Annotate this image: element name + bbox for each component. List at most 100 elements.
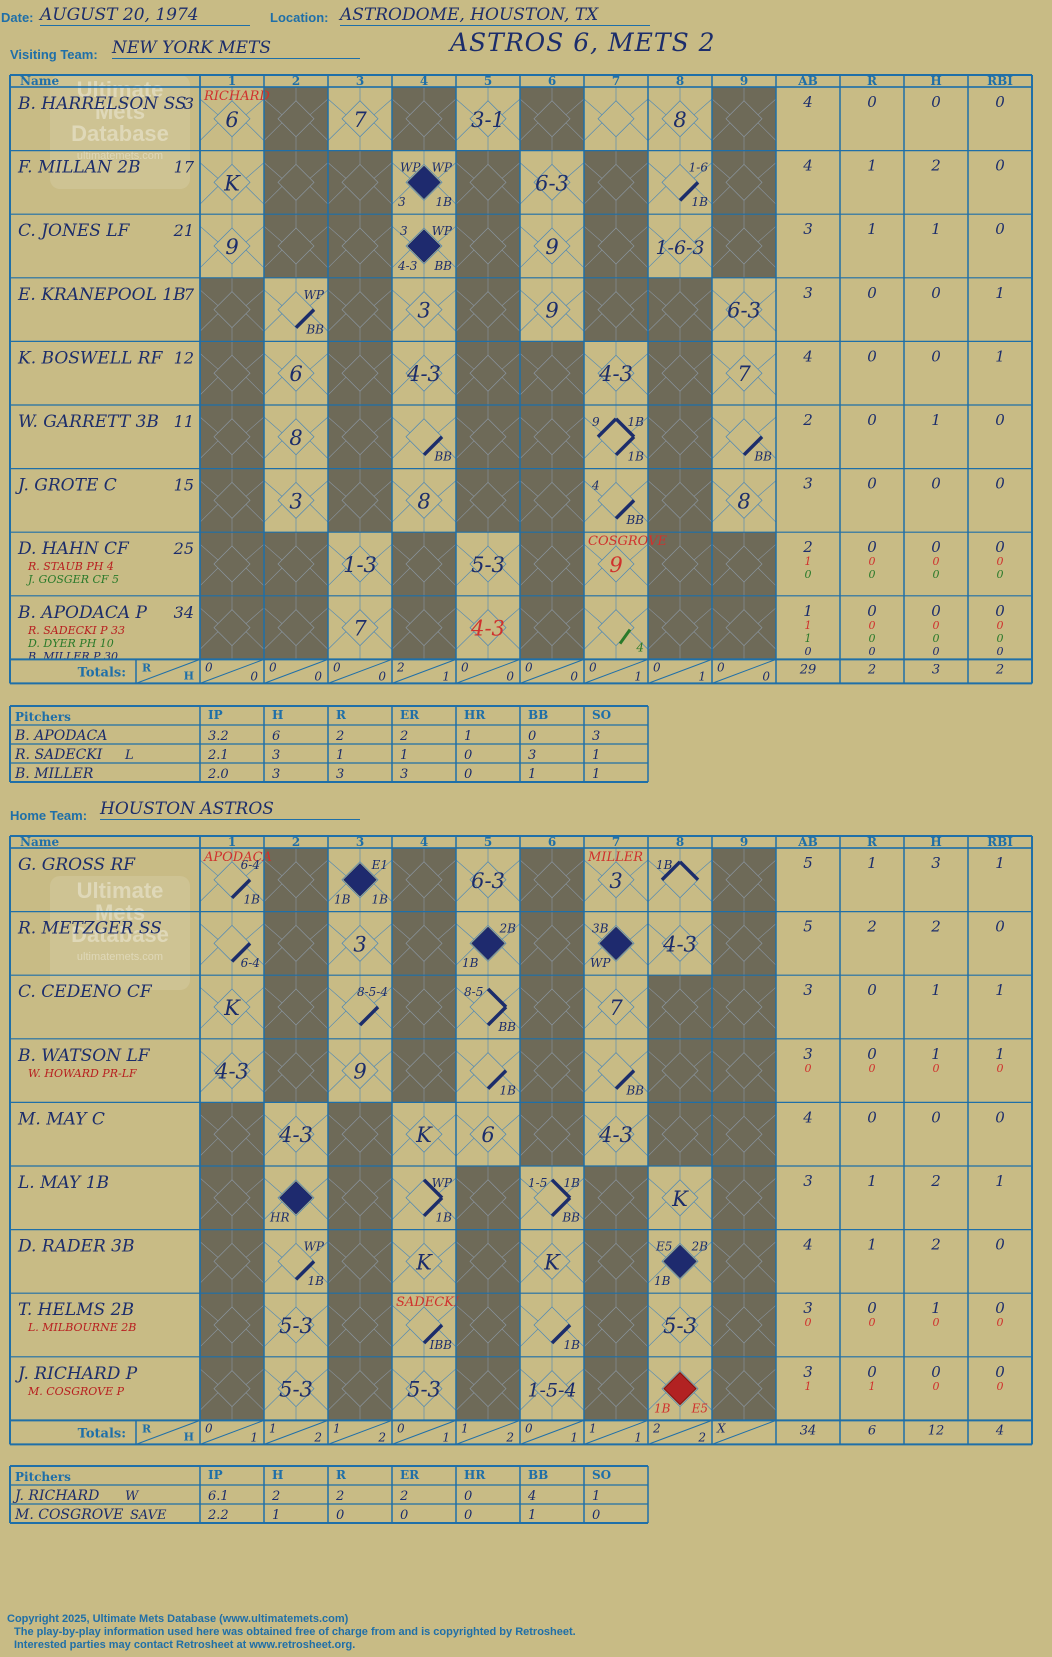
- cell-guide: [565, 607, 585, 624]
- pitching-stat: 1: [528, 1508, 536, 1523]
- play-result: 4-3: [406, 362, 441, 386]
- cell-guide: [373, 1074, 393, 1093]
- cell-guide: [437, 98, 457, 116]
- cell-guide: [711, 249, 731, 269]
- cell-guide: [263, 225, 283, 243]
- cell-guide: [327, 480, 347, 497]
- cell-guide: [501, 543, 521, 561]
- pitching-stat: 3: [272, 767, 280, 782]
- cell-guide: [583, 859, 603, 877]
- cell-guide: [647, 859, 667, 877]
- base-note: 8-5: [464, 985, 483, 999]
- player-stat: 4: [802, 347, 813, 365]
- cell-guide: [199, 122, 219, 141]
- cell-guide: [437, 289, 457, 306]
- inning-hits: 1: [570, 1430, 578, 1444]
- cell-guide: [757, 376, 777, 396]
- player-stat: 0: [869, 1316, 876, 1329]
- cell-guide: [327, 1074, 347, 1093]
- totals-hits-label: H: [184, 669, 194, 682]
- cell-guide: [199, 416, 219, 434]
- inning-runs: 0: [397, 1421, 405, 1435]
- inning-header: 1: [228, 835, 236, 849]
- totals-divider: [391, 658, 457, 684]
- player-stat: 0: [995, 475, 1005, 493]
- basepath-line: [422, 1196, 444, 1218]
- cell-guide: [711, 567, 731, 587]
- cell-guide: [245, 376, 265, 396]
- cell-guide: [373, 631, 393, 650]
- player-stat: 1: [867, 157, 877, 175]
- base-note: 1B: [500, 1083, 517, 1097]
- cell-guide: [309, 186, 329, 205]
- cell-guide: [647, 1137, 667, 1157]
- cell-guide: [565, 313, 585, 332]
- cell-guide: [629, 631, 649, 650]
- cell-guide: [391, 313, 411, 332]
- cell-guide: [757, 923, 777, 940]
- home-team-name: HOUSTON ASTROS: [100, 799, 360, 820]
- cell-guide: [501, 186, 521, 205]
- cell-guide: [455, 1050, 475, 1067]
- play-result: 3: [353, 932, 366, 956]
- cell-guide: [565, 1201, 585, 1220]
- base-note: 2B: [691, 1240, 709, 1254]
- cell-guide: [519, 249, 539, 269]
- cell-guide: [391, 186, 411, 205]
- cell-guide: [391, 543, 411, 561]
- inning-runs: 1: [589, 1421, 597, 1435]
- player-stat: 0: [995, 1108, 1005, 1126]
- stat-total: 6: [868, 1423, 876, 1438]
- cell-guide: [391, 249, 411, 269]
- cell-guide: [501, 567, 521, 587]
- cell-guide: [629, 98, 649, 116]
- player-stat: 2: [802, 538, 813, 556]
- cell-guide: [437, 249, 457, 269]
- pitching-stat: 1: [592, 1489, 600, 1504]
- player-stat: 0: [869, 619, 876, 632]
- base-note: E1: [371, 858, 388, 872]
- cell-guide: [437, 186, 457, 205]
- play-result: 9: [353, 1060, 366, 1084]
- cell-guide: [327, 1114, 347, 1131]
- player-stat: 0: [995, 1363, 1005, 1381]
- base-note: 1B: [462, 956, 479, 970]
- run-scored-diamond: [663, 1371, 697, 1406]
- substitute-name: R. STAUB PH 4: [27, 560, 114, 573]
- cell-guide: [455, 416, 475, 434]
- cell-guide: [437, 883, 457, 902]
- cell-guide: [245, 1050, 265, 1067]
- cell-guide: [199, 923, 219, 940]
- player-stat: 0: [995, 602, 1005, 620]
- inning-runs: 2: [652, 1421, 661, 1435]
- inning-header: 4: [420, 835, 428, 849]
- cell-guide: [245, 186, 265, 205]
- cell-guide: [373, 122, 393, 141]
- cell-guide: [565, 122, 585, 141]
- play-result: 8: [417, 489, 430, 513]
- play-result: 3-1: [471, 108, 505, 132]
- cell-guide: [583, 1328, 603, 1348]
- inning-runs: X: [716, 1421, 726, 1435]
- cell-guide: [693, 98, 713, 116]
- cell-guide: [583, 1241, 603, 1258]
- basepath-line: [678, 181, 700, 202]
- cell-guide: [583, 313, 603, 332]
- cell-guide: [757, 883, 777, 902]
- cell-guide: [519, 1137, 539, 1157]
- cell-guide: [583, 1050, 603, 1067]
- totals-divider: [391, 1419, 457, 1445]
- inning-hits: 1: [250, 1430, 258, 1444]
- player-name: W. GARRETT 3B: [18, 412, 159, 432]
- cell-guide: [583, 162, 603, 179]
- player-stat: 0: [995, 157, 1005, 175]
- retrosheet-notice: The play-by-play information used here w…: [14, 1626, 576, 1638]
- cell-guide: [437, 1368, 457, 1385]
- inning-hits: 0: [762, 669, 770, 683]
- base-note: BB: [305, 322, 324, 336]
- inning-runs: 0: [525, 660, 533, 674]
- cell-guide: [565, 1137, 585, 1157]
- cell-guide: [245, 607, 265, 624]
- pitchers-header: Pitchers: [15, 710, 71, 724]
- player-stat: 0: [997, 555, 1004, 568]
